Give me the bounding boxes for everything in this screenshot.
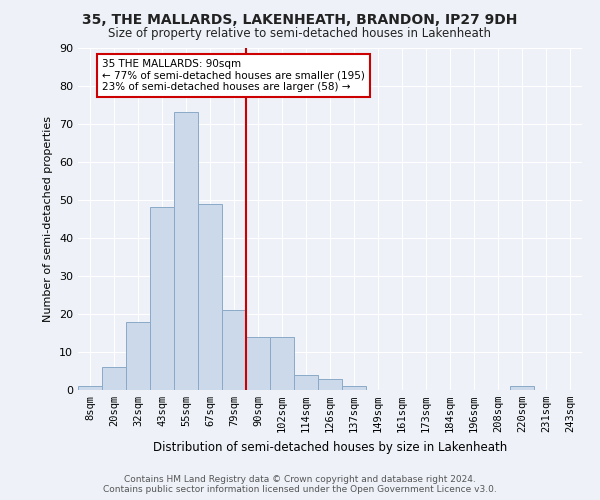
- Text: 35, THE MALLARDS, LAKENHEATH, BRANDON, IP27 9DH: 35, THE MALLARDS, LAKENHEATH, BRANDON, I…: [82, 12, 518, 26]
- Bar: [174, 112, 198, 390]
- Bar: [198, 204, 222, 390]
- Y-axis label: Number of semi-detached properties: Number of semi-detached properties: [43, 116, 53, 322]
- Bar: [78, 386, 102, 390]
- Text: Contains HM Land Registry data © Crown copyright and database right 2024.
Contai: Contains HM Land Registry data © Crown c…: [103, 474, 497, 494]
- Bar: [294, 375, 318, 390]
- Bar: [342, 386, 366, 390]
- Bar: [246, 336, 270, 390]
- Text: Size of property relative to semi-detached houses in Lakenheath: Size of property relative to semi-detach…: [109, 28, 491, 40]
- Bar: [150, 208, 174, 390]
- Bar: [510, 386, 534, 390]
- Bar: [318, 378, 342, 390]
- Bar: [126, 322, 150, 390]
- Bar: [270, 336, 294, 390]
- Bar: [102, 367, 126, 390]
- Bar: [222, 310, 246, 390]
- X-axis label: Distribution of semi-detached houses by size in Lakenheath: Distribution of semi-detached houses by …: [153, 440, 507, 454]
- Text: 35 THE MALLARDS: 90sqm
← 77% of semi-detached houses are smaller (195)
23% of se: 35 THE MALLARDS: 90sqm ← 77% of semi-det…: [102, 59, 365, 92]
